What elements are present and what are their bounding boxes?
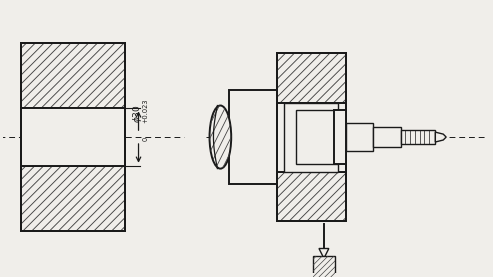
Bar — [21, 43, 125, 231]
Bar — [21, 43, 125, 109]
Bar — [21, 166, 125, 231]
Ellipse shape — [210, 106, 231, 169]
Bar — [373, 127, 401, 147]
Text: $\phi$30: $\phi$30 — [131, 104, 144, 123]
Bar — [277, 53, 346, 221]
Bar — [277, 171, 346, 221]
Bar — [296, 111, 338, 164]
Bar — [401, 130, 435, 144]
Bar — [313, 257, 335, 277]
Bar — [277, 53, 346, 102]
Polygon shape — [319, 248, 329, 258]
Polygon shape — [435, 132, 446, 142]
Bar — [229, 90, 281, 184]
Bar — [334, 111, 346, 164]
Bar — [346, 123, 373, 151]
Bar — [284, 102, 338, 171]
Text: +0.023: +0.023 — [142, 99, 148, 123]
Bar — [21, 109, 125, 166]
Bar — [277, 102, 346, 171]
Text: 0: 0 — [142, 137, 148, 141]
